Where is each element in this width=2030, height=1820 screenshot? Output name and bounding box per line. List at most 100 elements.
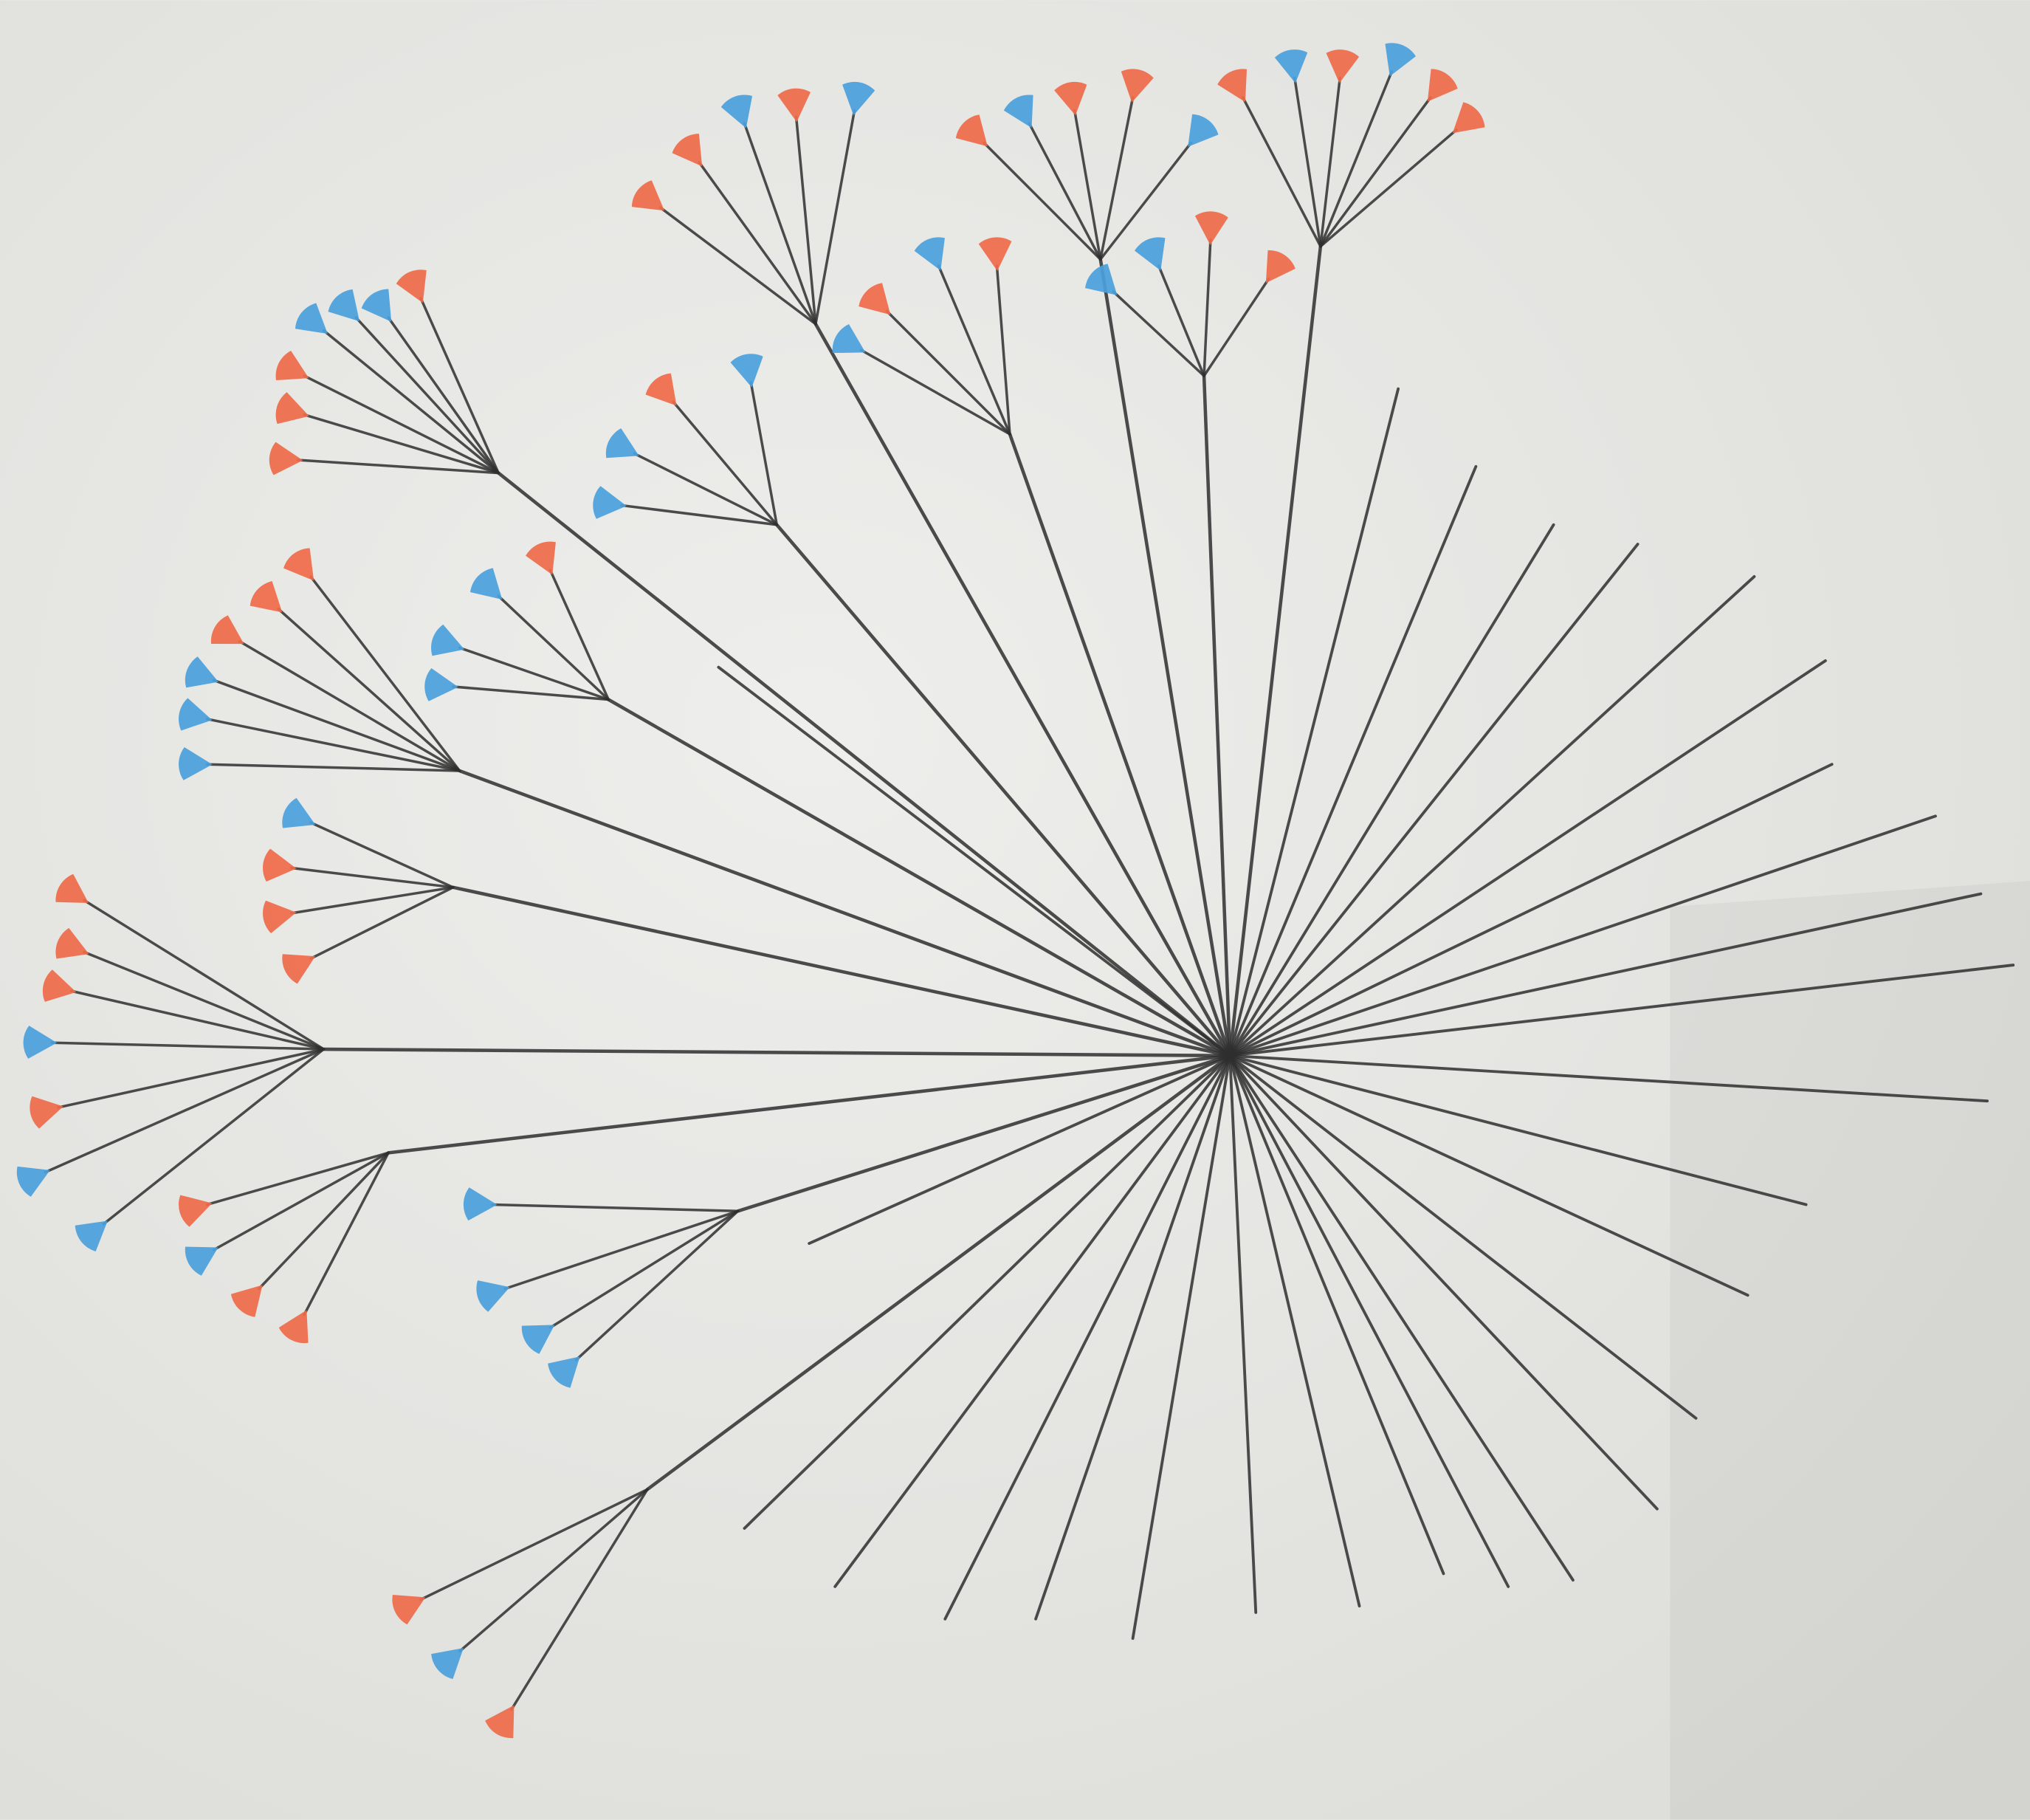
branch	[645, 1054, 1232, 1491]
shadow	[1670, 881, 2030, 1820]
tip	[1134, 237, 1166, 271]
twig	[490, 1203, 740, 1213]
twig	[258, 1151, 390, 1291]
tip	[1003, 95, 1033, 128]
twig	[510, 1488, 649, 1711]
twig	[620, 504, 779, 526]
twig	[698, 160, 817, 326]
twig	[419, 1488, 649, 1601]
twig	[1319, 76, 1341, 248]
twig	[1098, 141, 1193, 261]
tip	[275, 392, 309, 425]
tip	[179, 1195, 213, 1227]
branch	[386, 1054, 1232, 1155]
twig	[1202, 238, 1212, 377]
twig	[1073, 109, 1102, 261]
tip	[210, 615, 244, 645]
branches	[44, 70, 2015, 1711]
twig	[1202, 277, 1270, 377]
tip	[282, 797, 316, 828]
tip	[832, 324, 866, 354]
tip	[179, 698, 213, 731]
branch	[1228, 1054, 1510, 1588]
branch	[813, 322, 1232, 1058]
branch	[717, 665, 1232, 1057]
branch	[1228, 574, 1756, 1057]
twig	[289, 886, 455, 915]
branch	[1228, 1054, 1989, 1103]
tips	[16, 43, 1485, 1739]
tip	[1385, 43, 1416, 77]
tip	[469, 568, 503, 600]
tip	[230, 1285, 263, 1317]
tip	[842, 81, 875, 116]
twig	[937, 264, 1011, 436]
branch	[607, 698, 1232, 1058]
branch	[1228, 1054, 1361, 1608]
tip	[55, 927, 89, 959]
tip	[282, 954, 316, 984]
twig	[309, 886, 455, 961]
tip	[1427, 69, 1458, 102]
tip	[672, 134, 703, 167]
tip	[250, 581, 283, 613]
twig	[885, 309, 1011, 436]
twig	[212, 1151, 390, 1251]
tip	[1085, 264, 1118, 295]
twig	[1319, 128, 1458, 248]
branch	[943, 1054, 1232, 1621]
branch	[1228, 387, 1400, 1057]
tip	[1274, 49, 1308, 83]
twig	[57, 1048, 326, 1109]
tip	[1452, 102, 1485, 134]
twig	[303, 374, 500, 475]
branch	[1228, 1054, 1749, 1297]
branch	[1202, 374, 1232, 1058]
tip	[263, 900, 297, 933]
twig	[238, 639, 461, 772]
tip	[548, 1356, 580, 1388]
branch	[833, 1054, 1232, 1588]
twig	[303, 1151, 390, 1316]
branch	[1228, 464, 1478, 1057]
twig	[354, 316, 500, 475]
twig	[205, 763, 461, 772]
tip	[1217, 69, 1248, 103]
twig	[658, 206, 817, 326]
twig	[995, 264, 1011, 436]
tip	[1194, 211, 1228, 245]
tip	[1121, 69, 1154, 103]
twig	[212, 679, 461, 772]
twig	[205, 718, 461, 772]
branch	[1131, 1054, 1232, 1640]
twig	[69, 989, 326, 1051]
tip	[730, 354, 763, 388]
tip	[593, 486, 627, 519]
twig	[303, 413, 500, 475]
twig	[814, 109, 856, 326]
branch	[1228, 964, 2015, 1057]
twig	[672, 400, 779, 526]
tip	[278, 1310, 309, 1344]
branch	[736, 1054, 1232, 1213]
tip	[42, 969, 77, 1002]
tip	[23, 1026, 58, 1059]
tip	[392, 1594, 426, 1625]
branch	[458, 769, 1232, 1058]
twig	[322, 329, 500, 475]
twig	[1098, 96, 1135, 261]
branch	[1008, 432, 1232, 1058]
tip	[521, 1325, 555, 1354]
twig	[83, 899, 326, 1051]
twig	[452, 685, 610, 701]
twig	[458, 646, 610, 701]
twig	[548, 1209, 740, 1329]
branch	[1228, 523, 1555, 1057]
tip	[463, 1187, 498, 1221]
twig	[296, 459, 500, 475]
tip	[777, 88, 811, 123]
twig	[309, 821, 455, 889]
tip	[485, 1705, 515, 1739]
